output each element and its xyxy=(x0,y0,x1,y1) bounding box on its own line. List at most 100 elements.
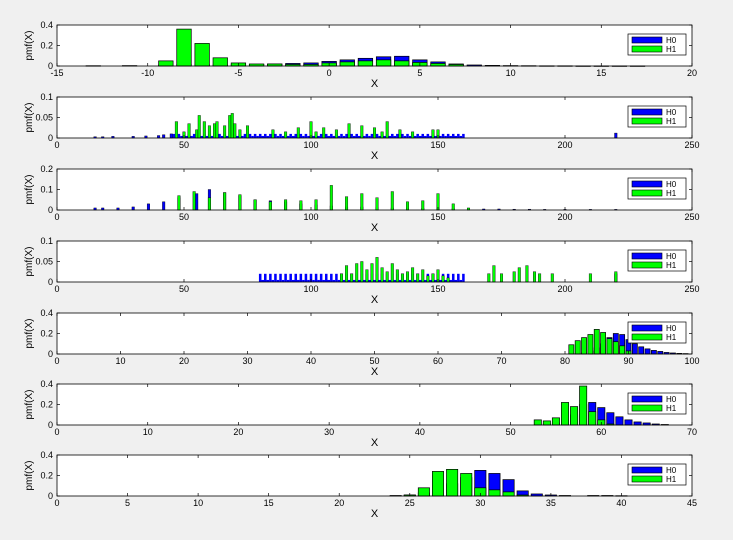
bar-h0 xyxy=(294,133,298,138)
bar-h0 xyxy=(408,135,412,138)
legend-swatch-h1 xyxy=(631,333,663,341)
bar-h0 xyxy=(256,135,259,138)
bar-h1 xyxy=(375,197,379,211)
x-tick-label: 150 xyxy=(430,212,445,222)
legend-label-h1: H1 xyxy=(666,261,677,270)
legend-label-h1: H1 xyxy=(666,333,677,342)
bar-h1 xyxy=(417,487,430,497)
bar-h0 xyxy=(324,133,328,138)
bar-h1 xyxy=(426,275,430,283)
x-tick-label: 50 xyxy=(179,212,189,222)
bar-h0 xyxy=(286,279,290,282)
x-axis-label: X xyxy=(371,437,379,449)
bar-h1 xyxy=(568,344,575,355)
bar-h0 xyxy=(281,135,285,138)
bar-h0 xyxy=(274,133,277,138)
bar-h1 xyxy=(406,201,409,211)
bar-h0 xyxy=(418,279,422,282)
bar-h0 xyxy=(408,279,412,282)
y-axis-label: pmf(X) xyxy=(24,319,35,349)
bar-h0 xyxy=(309,273,313,282)
bar-h0 xyxy=(396,133,399,138)
bar-h1 xyxy=(488,489,501,497)
x-tick-label: 200 xyxy=(557,140,572,150)
bar-h0 xyxy=(317,279,320,282)
y-tick-label: 0 xyxy=(48,491,53,501)
bar-h0 xyxy=(651,350,657,355)
y-tick-label: 0.4 xyxy=(40,20,53,30)
legend-swatch-h1 xyxy=(631,475,663,483)
bar-h0 xyxy=(393,279,397,282)
bar-h0 xyxy=(304,133,308,138)
bar-h0 xyxy=(451,273,455,282)
x-tick-label: 0 xyxy=(327,68,332,78)
bar-h0 xyxy=(172,133,176,138)
bar-h1 xyxy=(268,201,272,211)
bar-h0 xyxy=(454,135,458,138)
bar-h0 xyxy=(340,133,343,138)
bar-h1 xyxy=(500,273,503,283)
legend-label-h0: H0 xyxy=(666,466,677,475)
bar-h0 xyxy=(462,273,465,282)
bar-h1 xyxy=(431,129,435,139)
bar-h1 xyxy=(233,123,237,139)
bar-h0 xyxy=(373,279,376,282)
y-tick-label: 0 xyxy=(48,420,53,430)
legend-swatch-h1 xyxy=(631,404,663,412)
legend-swatch-h0 xyxy=(631,252,663,260)
bar-h1 xyxy=(574,340,581,355)
x-tick-label: 200 xyxy=(557,284,572,294)
bar-h0 xyxy=(426,133,430,138)
legend-label-h1: H1 xyxy=(666,45,677,54)
bar-h0 xyxy=(644,348,651,355)
bar-h1 xyxy=(213,123,216,139)
legend-label-h1: H1 xyxy=(666,117,677,126)
bar-h0 xyxy=(162,134,166,139)
bar-h1 xyxy=(551,417,560,426)
bar-h1 xyxy=(587,334,594,355)
bar-h1 xyxy=(192,191,196,211)
x-tick-label: 0 xyxy=(54,212,59,222)
bar-h0 xyxy=(401,133,404,138)
bar-h0 xyxy=(441,133,445,138)
bar-h0 xyxy=(352,279,356,282)
bar-h0 xyxy=(281,279,285,282)
bar-h0 xyxy=(297,279,300,282)
bar-h1 xyxy=(347,123,351,139)
x-tick-label: 50 xyxy=(179,284,189,294)
bar-h1 xyxy=(375,257,379,283)
y-tick-label: 0.2 xyxy=(40,471,53,481)
bar-h0 xyxy=(131,206,135,211)
bar-h1 xyxy=(246,125,249,139)
bar-h1 xyxy=(373,127,376,139)
bar-h1 xyxy=(581,337,587,355)
bar-h1 xyxy=(355,263,359,283)
bar-h0 xyxy=(332,279,336,282)
bar-h0 xyxy=(434,279,437,282)
bar-h0 xyxy=(330,133,333,138)
bar-h0 xyxy=(439,279,442,282)
bar-h0 xyxy=(251,135,254,138)
x-axis-label: X xyxy=(371,150,379,162)
bar-h0 xyxy=(375,133,379,138)
y-tick-label: 0 xyxy=(48,133,53,143)
bar-h0 xyxy=(192,133,196,138)
bar-h1 xyxy=(394,60,410,67)
bar-h1 xyxy=(411,267,415,283)
bar-h0 xyxy=(342,279,346,282)
bar-h0 xyxy=(284,273,287,282)
x-tick-label: 20 xyxy=(687,68,697,78)
x-tick-label: 10 xyxy=(506,68,516,78)
y-axis-label: pmf(X) xyxy=(24,175,35,205)
y-axis-label: pmf(X) xyxy=(24,31,35,61)
bar-h1 xyxy=(207,197,211,211)
bar-h1 xyxy=(195,129,199,139)
bar-h0 xyxy=(332,135,336,138)
x-tick-label: 30 xyxy=(242,356,252,366)
bar-h0 xyxy=(195,193,199,211)
